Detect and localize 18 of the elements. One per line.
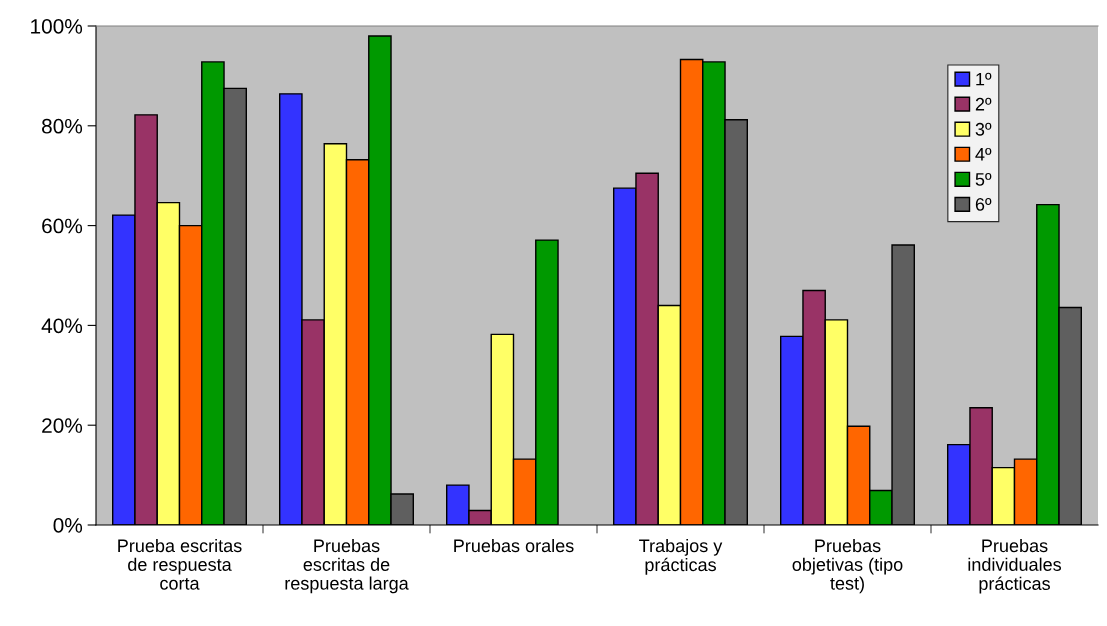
x-tick-label: Prueba escritas de respuesta corta — [118, 538, 242, 590]
legend-label: 3º — [975, 122, 992, 136]
y-tick-label: 20% — [42, 418, 83, 433]
x-tick-label: Pruebas orales — [454, 538, 574, 553]
y-tick-label: 100% — [31, 19, 83, 34]
legend-label: 1º — [976, 72, 992, 86]
y-tick-label: 0% — [53, 518, 83, 533]
y-tick-label: 40% — [41, 318, 83, 334]
y-tick-label: 60% — [42, 218, 83, 234]
legend-label: 5º — [975, 172, 992, 186]
x-tick-label: Pruebas objetivas (tipo test) — [792, 538, 903, 594]
x-tick-label: Trabajos y prácticas — [639, 538, 723, 575]
y-tick-label: 80% — [42, 118, 83, 134]
x-tick-label: Pruebas escritas de respuesta larga — [285, 538, 409, 594]
legend-label: 4º — [975, 147, 992, 161]
legend-label: 6º — [975, 198, 992, 211]
legend-label: 2º — [975, 97, 992, 111]
x-tick-label: Pruebas individuales prácticas — [968, 538, 1062, 594]
